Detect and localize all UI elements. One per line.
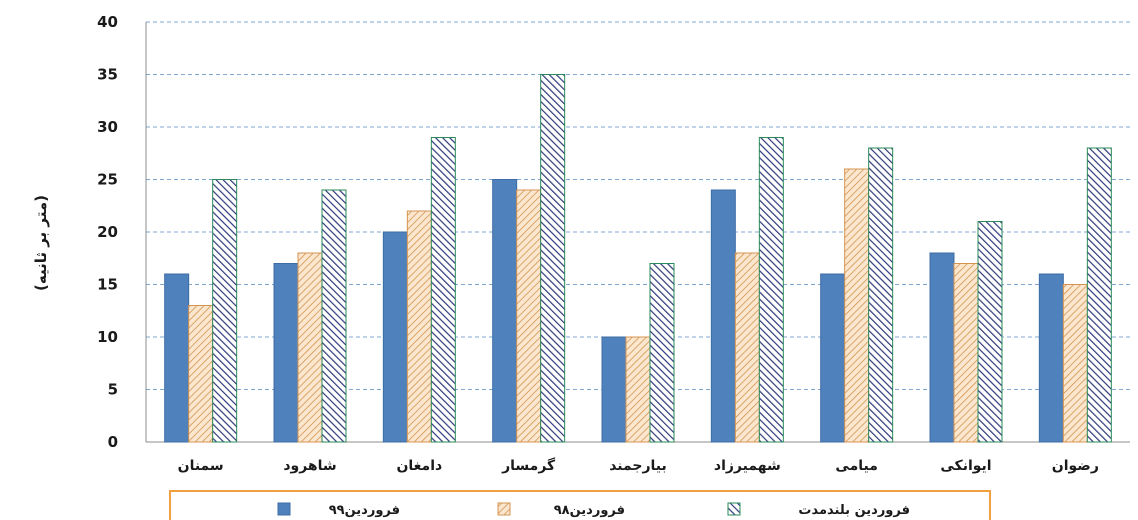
- x-tick-label: دامغان: [396, 458, 442, 474]
- y-tick-label: 40: [97, 13, 118, 31]
- bar-farvardin-99: [601, 336, 627, 443]
- bar-farvardin-longterm: [1086, 147, 1112, 443]
- bar-farvardin-longterm: [758, 137, 784, 443]
- y-tick-label: 15: [97, 276, 118, 294]
- y-tick-label: 20: [97, 223, 118, 241]
- x-tick-label: شهمیرزاد: [714, 458, 781, 474]
- bar-farvardin-99: [382, 231, 408, 443]
- bar-farvardin-99: [929, 252, 955, 443]
- bar-farvardin-longterm: [430, 137, 456, 443]
- x-tick-label: گرمسار: [501, 457, 556, 474]
- bar-farvardin-98: [516, 189, 542, 443]
- bar-farvardin-longterm: [649, 263, 675, 443]
- bar-farvardin-longterm: [977, 221, 1003, 443]
- x-tick-label: ایوانکی: [940, 458, 991, 474]
- x-tick-label: شاهرود: [283, 458, 336, 474]
- bar-farvardin-98: [953, 263, 979, 443]
- x-tick-label: سمنان: [178, 458, 224, 474]
- bars: [164, 74, 1112, 443]
- x-tick-label: بیارجمند: [609, 458, 667, 474]
- y-tick-label: 10: [97, 328, 118, 346]
- bar-farvardin-99: [710, 189, 736, 443]
- bar-farvardin-98: [406, 210, 432, 443]
- bar-farvardin-98: [844, 168, 870, 443]
- legend-frame: [169, 490, 991, 520]
- bar-farvardin-99: [820, 273, 846, 443]
- x-tick-label: رضوان: [1052, 458, 1099, 474]
- legend-label: فروردین بلندمدت: [798, 503, 910, 518]
- legend-swatch: [727, 502, 741, 516]
- y-tick-label: 35: [97, 66, 118, 84]
- y-axis-ticks: 0 5 10 15 20 25 30 35 40: [97, 13, 118, 451]
- bar-farvardin-99: [1038, 273, 1064, 443]
- bar-farvardin-98: [188, 305, 214, 443]
- y-axis-label: (متر بر ثانیه): [32, 195, 50, 291]
- bar-farvardin-99: [164, 273, 190, 443]
- y-tick-label: 5: [108, 381, 118, 399]
- bar-farvardin-98: [1062, 284, 1088, 443]
- bar-farvardin-longterm: [321, 189, 347, 443]
- bar-farvardin-99: [273, 263, 299, 443]
- bar-farvardin-longterm: [540, 74, 566, 443]
- bar-farvardin-98: [734, 252, 760, 443]
- y-tick-label: 0: [108, 433, 118, 451]
- x-axis-categories: رضوان ایوانکی میامی شهمیرزاد بیارجمند گرمسار د…: [178, 457, 1099, 474]
- bar-farvardin-99: [492, 179, 518, 443]
- x-tick-label: میامی: [835, 458, 877, 474]
- bar-farvardin-98: [625, 336, 651, 443]
- legend-swatch: [497, 502, 511, 516]
- legend-label: فروردین۹۹: [329, 503, 400, 518]
- y-tick-label: 25: [97, 171, 118, 189]
- bar-farvardin-longterm: [868, 147, 894, 443]
- bar-farvardin-longterm: [212, 179, 238, 443]
- legend: فروردین۹۹ فروردین۹۸ فروردین بلندمدت: [169, 490, 991, 520]
- bar-farvardin-98: [297, 252, 323, 443]
- y-tick-label: 30: [97, 118, 118, 136]
- legend-swatch: [277, 502, 291, 516]
- legend-label: فروردین۹۸: [554, 503, 625, 518]
